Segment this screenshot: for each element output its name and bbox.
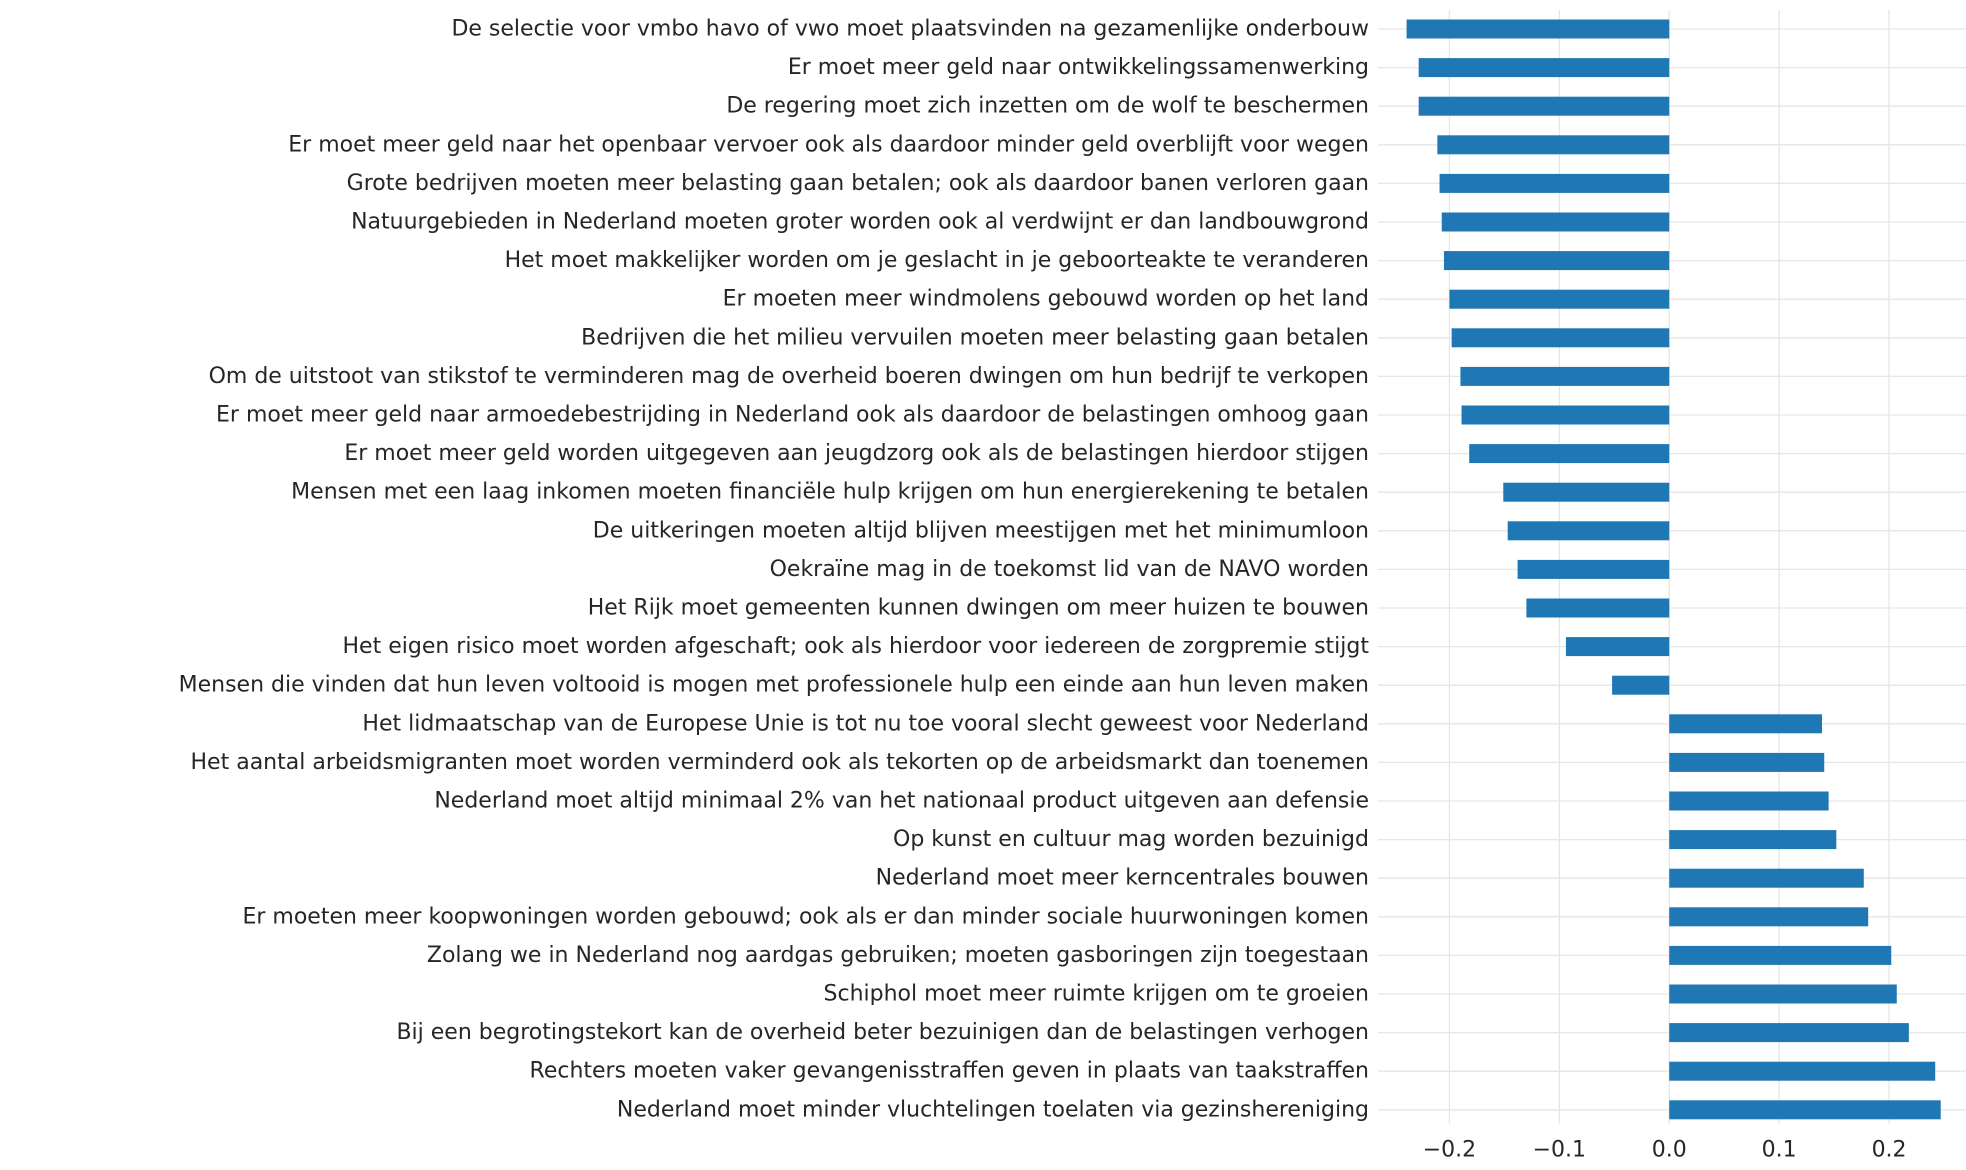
bar: [1669, 791, 1829, 811]
bar: [1669, 907, 1869, 927]
bar: [1669, 1100, 1941, 1120]
category-label: Bij een begrotingstekort kan de overheid…: [396, 1020, 1369, 1045]
bar: [1669, 945, 1892, 965]
bars: [1406, 19, 1941, 1120]
x-tick-label: 0.1: [1762, 1138, 1797, 1163]
category-label: Er moet meer geld naar ontwikkelingssame…: [788, 55, 1369, 80]
bar: [1669, 1061, 1936, 1081]
bar: [1449, 289, 1670, 309]
bar: [1612, 675, 1670, 695]
bar: [1418, 58, 1670, 78]
category-label: Het Rijk moet gemeenten kunnen dwingen o…: [588, 596, 1369, 621]
bar: [1461, 405, 1670, 425]
category-labels: De selectie voor vmbo havo of vwo moet p…: [179, 17, 1370, 1123]
category-label: Mensen die vinden dat hun leven voltooid…: [179, 673, 1369, 698]
category-label: Nederland moet altijd minimaal 2% van he…: [434, 789, 1369, 814]
x-tick-label: 0.0: [1652, 1138, 1687, 1163]
bar: [1469, 444, 1670, 464]
category-label: Het aantal arbeidsmigranten moet worden …: [191, 750, 1369, 775]
category-label: Er moeten meer koopwoningen worden gebou…: [242, 904, 1369, 929]
bar: [1669, 830, 1837, 850]
bar: [1418, 96, 1670, 116]
bar: [1439, 173, 1670, 193]
bar: [1517, 559, 1670, 579]
bar: [1451, 328, 1670, 348]
category-label: Er moet meer geld worden uitgegeven aan …: [344, 441, 1369, 466]
category-label: Bedrijven die het milieu vervuilen moete…: [581, 325, 1369, 350]
category-label: Natuurgebieden in Nederland moeten grote…: [351, 210, 1369, 235]
category-label: Mensen met een laag inkomen moeten finan…: [291, 480, 1369, 505]
bar: [1669, 714, 1823, 734]
bar: [1441, 212, 1670, 232]
category-label: Nederland moet meer kerncentrales bouwen: [876, 866, 1369, 891]
bar: [1526, 598, 1670, 618]
bar: [1437, 135, 1670, 155]
category-label: Het eigen risico moet worden afgeschaft;…: [343, 634, 1370, 659]
category-label: Zolang we in Nederland nog aardgas gebru…: [427, 943, 1369, 968]
x-tick-label: −0.1: [1533, 1138, 1586, 1163]
bar: [1507, 521, 1670, 541]
category-label: Rechters moeten vaker gevangenisstraffen…: [530, 1059, 1369, 1084]
category-label: Nederland moet minder vluchtelingen toel…: [617, 1097, 1369, 1122]
bar: [1669, 984, 1897, 1004]
bar: [1443, 251, 1670, 271]
bar: [1503, 482, 1670, 502]
category-label: Er moeten meer windmolens gebouwd worden…: [723, 287, 1369, 312]
category-label: Er moet meer geld naar armoedebestrijdin…: [216, 403, 1369, 428]
x-tick-labels: −0.2 −0.1 0.0 0.1 0.2: [1423, 1138, 1907, 1163]
category-label: Oekraïne mag in de toekomst lid van de N…: [770, 557, 1369, 582]
x-tick-label: −0.2: [1423, 1138, 1476, 1163]
category-label: Het lidmaatschap van de Europese Unie is…: [362, 711, 1369, 736]
category-label: Het moet makkelijker worden om je geslac…: [505, 248, 1369, 273]
category-label: De regering moet zich inzetten om de wol…: [726, 94, 1369, 119]
bar: [1565, 637, 1670, 657]
bar: [1669, 752, 1825, 772]
bar: [1460, 366, 1670, 386]
bar: [1669, 1023, 1909, 1043]
x-tick-label: 0.2: [1872, 1138, 1907, 1163]
category-label: Om de uitstoot van stikstof te verminder…: [209, 364, 1369, 389]
category-label: De uitkeringen moeten altijd blijven mee…: [593, 518, 1369, 543]
bar: [1669, 868, 1864, 888]
plot-area: [1378, 10, 1966, 1124]
category-label: Er moet meer geld naar het openbaar verv…: [288, 132, 1369, 157]
bar: [1406, 19, 1670, 39]
category-label: De selectie voor vmbo havo of vwo moet p…: [451, 17, 1369, 42]
category-label: Grote bedrijven moeten meer belasting ga…: [347, 171, 1369, 196]
category-label: Op kunst en cultuur mag worden bezuinigd: [893, 827, 1369, 852]
category-label: Schiphol moet meer ruimte krijgen om te …: [824, 982, 1369, 1007]
